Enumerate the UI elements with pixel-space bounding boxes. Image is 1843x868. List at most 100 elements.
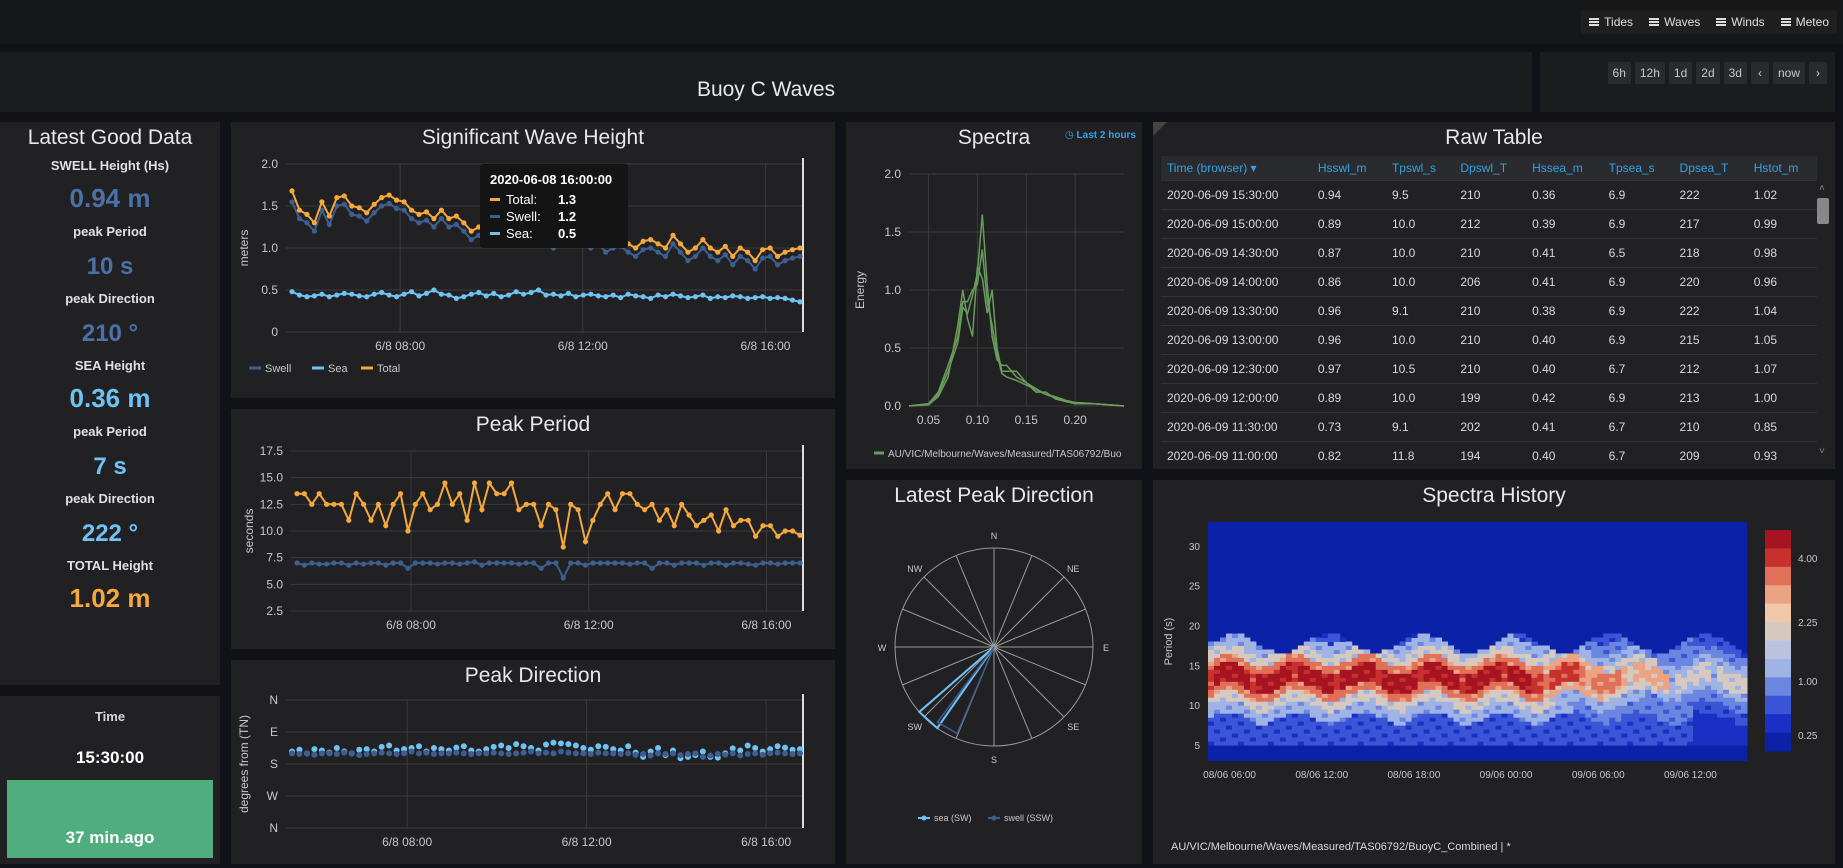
table-cell: 2020-06-09 15:30:00 <box>1161 180 1312 210</box>
heatmap-cell <box>1723 729 1730 734</box>
column-header-7[interactable]: Hstot_m <box>1747 156 1817 181</box>
heatmap-cell <box>1243 705 1251 710</box>
nav-waves-link[interactable]: Waves <box>1641 10 1708 34</box>
range-now-button[interactable]: now <box>1772 62 1805 84</box>
heatmap-cell <box>1525 717 1532 722</box>
heatmap-cell <box>1267 697 1275 702</box>
heatmap-cell <box>1315 681 1323 686</box>
heatmap-cell <box>1489 717 1496 722</box>
scroll-up-arrow[interactable]: ˄ <box>1819 183 1825 194</box>
data-point-swell <box>656 560 663 566</box>
heatmap-cell <box>1231 669 1239 674</box>
heatmap-cell <box>1285 701 1293 706</box>
heatmap-cell <box>1669 737 1676 742</box>
heatmap-cell <box>1585 725 1592 730</box>
heatmap-cell <box>1249 713 1257 718</box>
compass-label: W <box>878 643 887 653</box>
heatmap-cell <box>1519 657 1526 662</box>
heatmap-cell <box>1315 665 1323 670</box>
heatmap-cell <box>1363 681 1371 686</box>
data-point-swell <box>707 253 713 259</box>
heatmap-cell <box>1513 737 1520 742</box>
heatmap-cell <box>1273 701 1281 706</box>
heatmap-cell <box>1615 669 1622 674</box>
heatmap-cell <box>1357 665 1365 670</box>
column-header-1[interactable]: Hsswl_m <box>1311 156 1386 181</box>
nav-meteo-link[interactable]: Meteo <box>1773 10 1837 34</box>
sea-period-value: 7 s <box>93 453 127 480</box>
range-back-button[interactable]: ‹ <box>1750 62 1769 84</box>
heatmap-cell <box>1687 741 1694 746</box>
heatmap-cell <box>1208 733 1215 738</box>
data-point-total <box>560 544 566 550</box>
heatmap-cell <box>1717 713 1724 718</box>
data-point-sea <box>468 291 474 297</box>
range-forward-button[interactable]: › <box>1809 62 1827 84</box>
data-point-swell <box>700 245 706 251</box>
heatmap-cell <box>1489 729 1496 734</box>
heatmap-cell <box>1483 725 1490 730</box>
heatmap-cell <box>1483 685 1490 690</box>
heatmap-cell <box>1627 717 1634 722</box>
heatmap-cell <box>1591 645 1598 650</box>
range-3d-button[interactable]: 3d <box>1723 62 1747 84</box>
heatmap-cell <box>1501 653 1508 658</box>
heatmap-cell <box>1501 669 1508 674</box>
column-header-5[interactable]: Tpsea_s <box>1602 156 1674 181</box>
range-1d-button[interactable]: 1d <box>1668 62 1693 84</box>
heatmap-cell <box>1225 705 1233 710</box>
heatmap-cell <box>1429 685 1437 690</box>
heatmap-cell <box>1447 661 1455 666</box>
nav-tides-link[interactable]: Tides <box>1581 10 1641 34</box>
heatmap-cell <box>1225 681 1233 686</box>
heatmap-cell <box>1735 665 1742 670</box>
heatmap-cell <box>1543 701 1550 706</box>
heatmap-cell <box>1585 693 1592 698</box>
range-12h-button[interactable]: 12h <box>1634 62 1665 84</box>
heatmap-cell <box>1459 693 1467 698</box>
heatmap-cell <box>1435 661 1443 666</box>
column-header-2[interactable]: Tpswl_s <box>1385 156 1455 181</box>
heatmap-cell <box>1519 641 1526 646</box>
nav-winds-link[interactable]: Winds <box>1708 10 1772 34</box>
heatmap-cell <box>1543 693 1550 698</box>
heatmap-cell <box>1219 713 1227 718</box>
heatmap-cell <box>1507 713 1514 718</box>
scrollbar-thumb[interactable] <box>1817 198 1829 224</box>
column-header-4[interactable]: Hssea_m <box>1526 156 1603 181</box>
heatmap-cell <box>1243 709 1251 714</box>
data-point-swell <box>296 751 303 758</box>
data-point-swell <box>553 560 559 566</box>
data-point-total <box>334 195 340 201</box>
heatmap-cell <box>1645 701 1652 706</box>
range-6h-button[interactable]: 6h <box>1607 62 1631 84</box>
heatmap-cell <box>1369 665 1377 670</box>
heatmap-cell <box>1381 685 1389 690</box>
heatmap-cell <box>1741 689 1748 694</box>
heatmap-cell <box>1507 653 1514 658</box>
scroll-down-arrow[interactable]: ˅ <box>1819 446 1825 457</box>
data-point-sea <box>311 746 318 753</box>
heatmap-cell <box>1237 641 1245 646</box>
heatmap-cell <box>1705 725 1712 730</box>
heatmap-cell <box>1627 721 1634 726</box>
heatmap-cell <box>1603 713 1610 718</box>
heatmap-cell <box>1291 705 1299 710</box>
heatmap-cell <box>1687 733 1694 738</box>
heatmap-cell <box>1231 637 1239 642</box>
column-header-0[interactable]: Time (browser) ▾ <box>1161 156 1312 181</box>
heatmap-cell <box>1735 729 1742 734</box>
heatmap-cell <box>1681 713 1688 718</box>
data-point-sea <box>453 744 460 751</box>
spectra-range-badge[interactable]: ◷ Last 2 hours <box>1065 130 1136 141</box>
heatmap-cell <box>1465 741 1473 746</box>
panel-info-corner[interactable] <box>1153 122 1167 136</box>
range-2d-button[interactable]: 2d <box>1696 62 1720 84</box>
heatmap-cell <box>1525 657 1532 662</box>
heatmap-cell <box>1381 733 1389 738</box>
data-point-sea <box>513 289 519 295</box>
data-point-swell <box>782 258 788 264</box>
column-header-6[interactable]: Dpsea_T <box>1673 156 1748 181</box>
heatmap-cell <box>1591 661 1598 666</box>
column-header-3[interactable]: Dpswl_T <box>1454 156 1527 181</box>
